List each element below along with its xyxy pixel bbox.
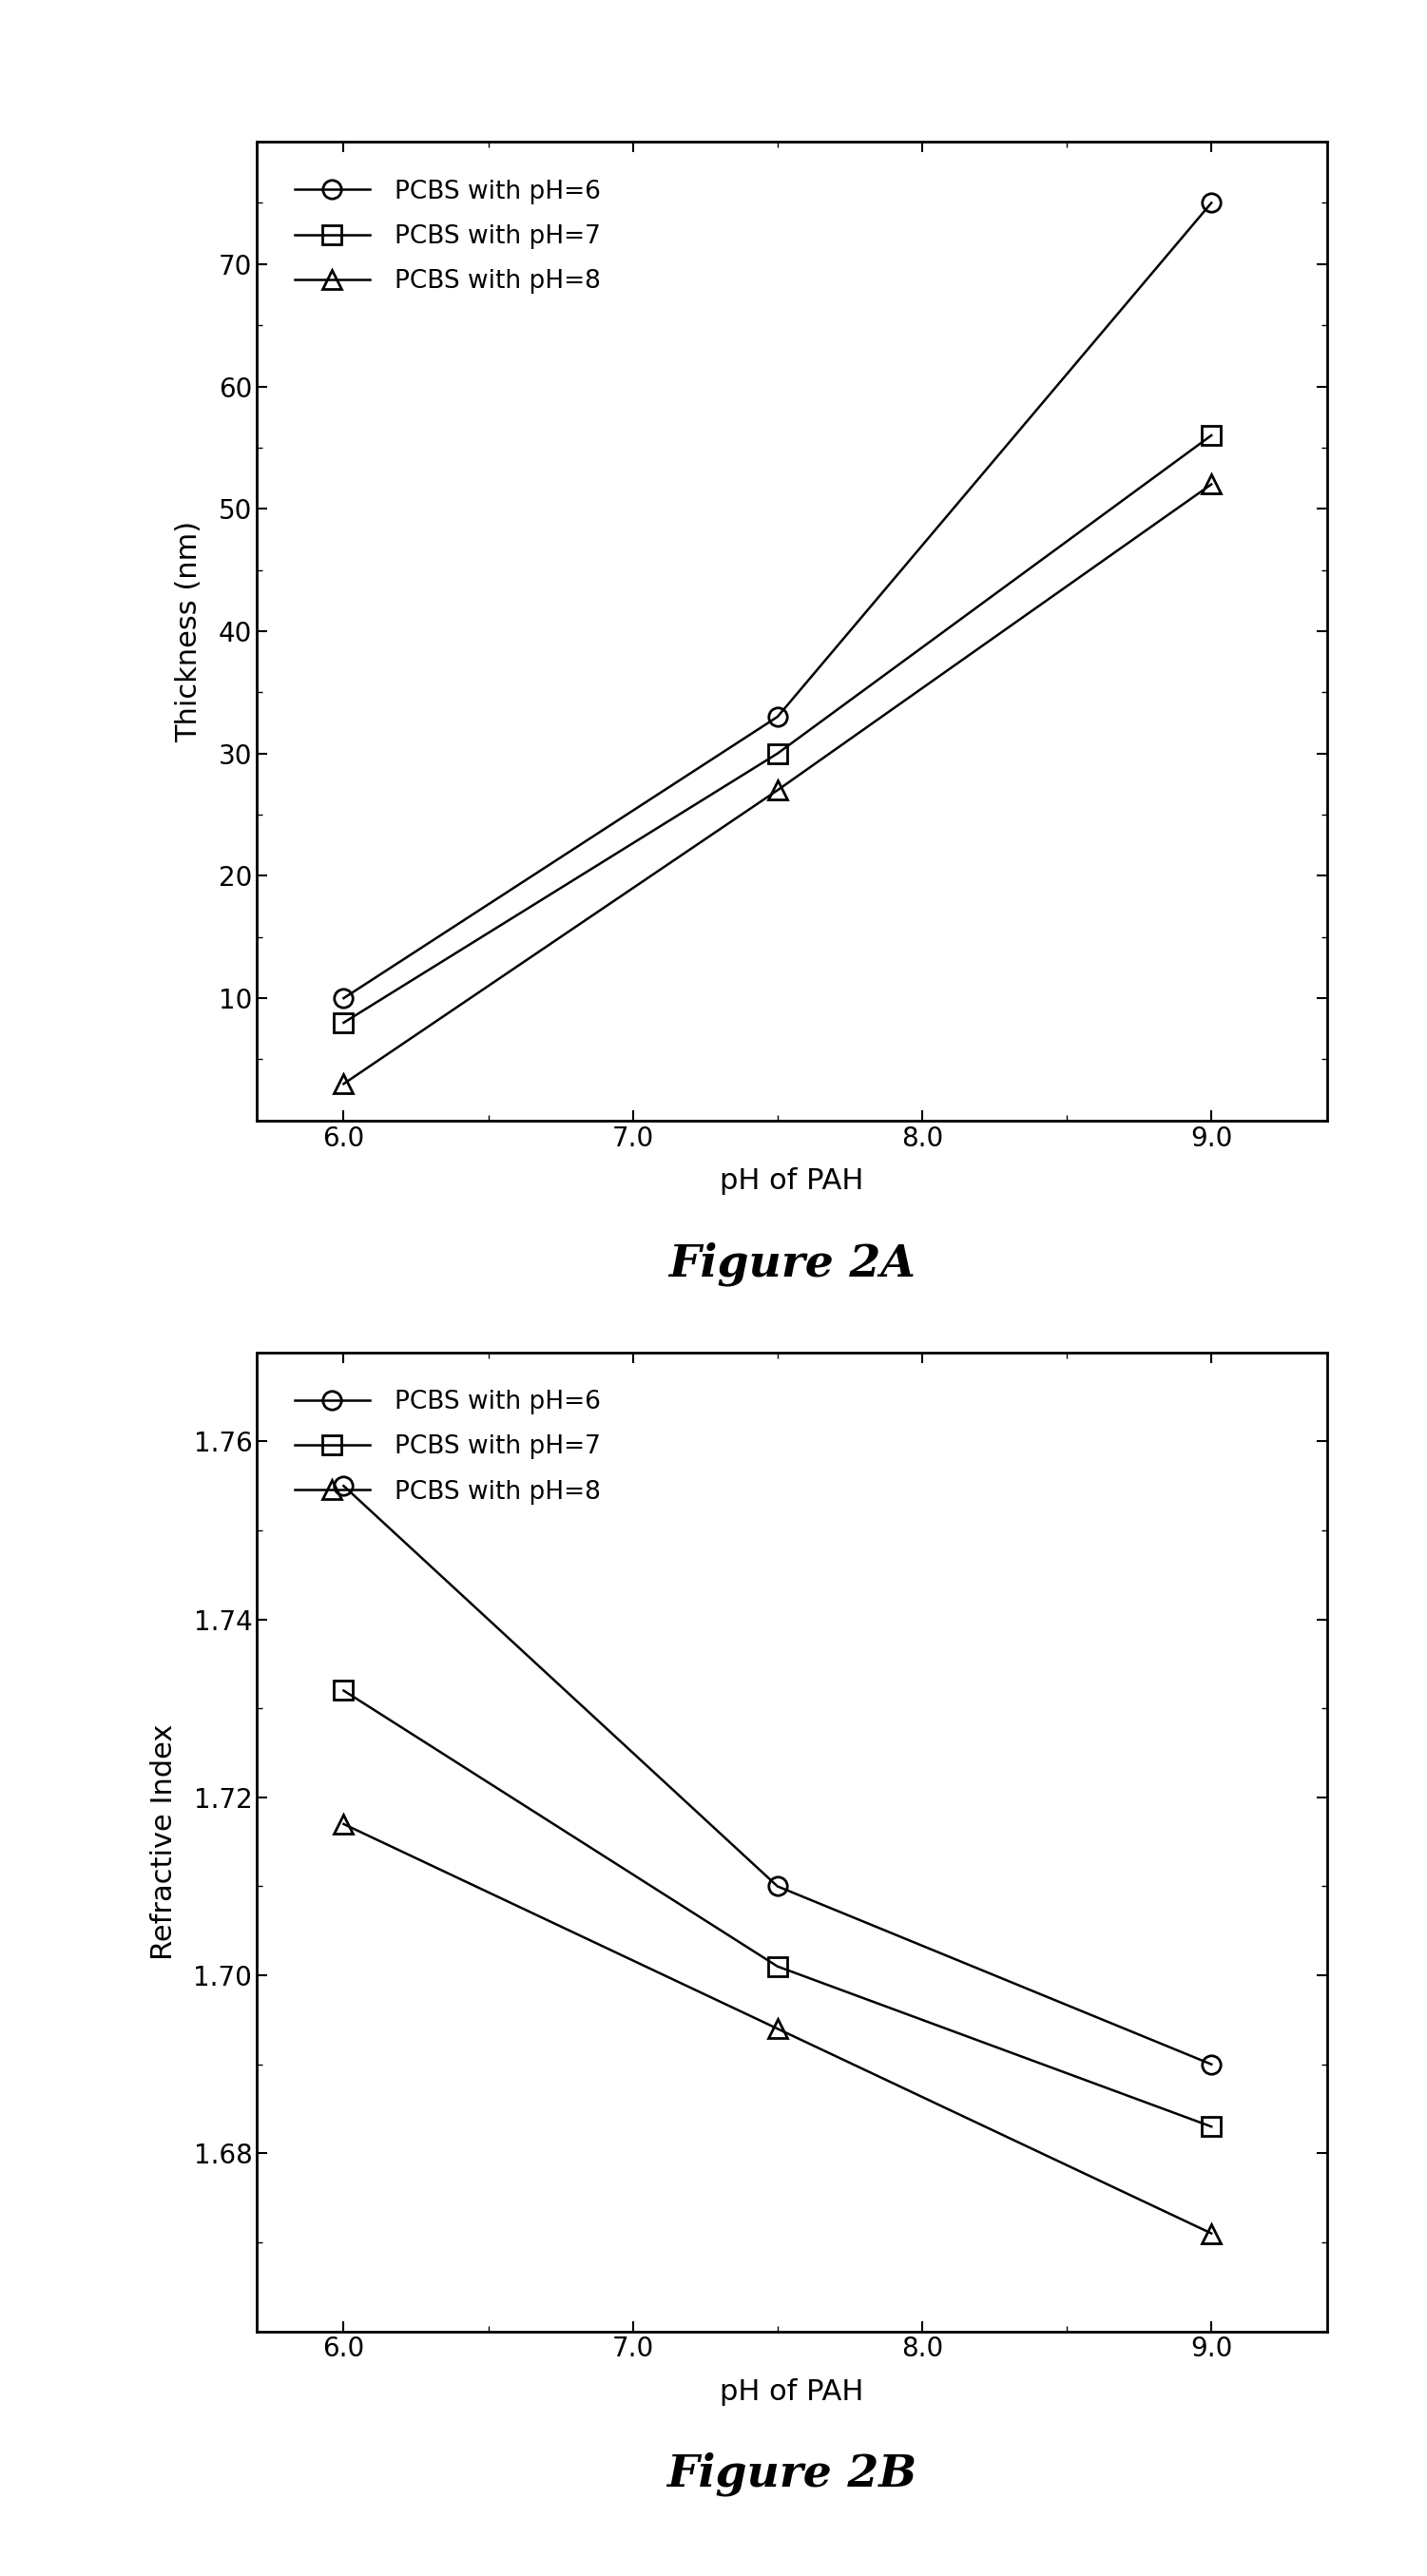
PCBS with pH=6: [335, 984, 352, 1015]
Text: Figure 2B: Figure 2B: [666, 2452, 918, 2496]
PCBS with pH=8: [769, 775, 786, 806]
Text: Figure 2A: Figure 2A: [668, 1242, 916, 1285]
PCBS with pH=7: [769, 1950, 786, 1981]
PCBS with pH=6: [769, 701, 786, 732]
PCBS with pH=7: [335, 1674, 352, 1705]
Line: PCBS with pH=7: PCBS with pH=7: [334, 1682, 1220, 2136]
PCBS with pH=6: [1203, 188, 1220, 219]
X-axis label: pH of PAH: pH of PAH: [721, 2378, 863, 2406]
Line: PCBS with pH=8: PCBS with pH=8: [334, 474, 1220, 1092]
Y-axis label: Thickness (nm): Thickness (nm): [176, 520, 203, 742]
PCBS with pH=6: [769, 1870, 786, 1901]
PCBS with pH=8: [335, 1069, 352, 1100]
PCBS with pH=7: [1203, 420, 1220, 451]
PCBS with pH=7: [335, 1007, 352, 1038]
Y-axis label: Refractive Index: Refractive Index: [150, 1723, 177, 1960]
Line: PCBS with pH=6: PCBS with pH=6: [334, 193, 1220, 1007]
X-axis label: pH of PAH: pH of PAH: [721, 1167, 863, 1195]
PCBS with pH=7: [1203, 2112, 1220, 2143]
PCBS with pH=8: [769, 2014, 786, 2045]
PCBS with pH=6: [335, 1471, 352, 1502]
PCBS with pH=8: [1203, 2218, 1220, 2249]
PCBS with pH=8: [1203, 469, 1220, 500]
PCBS with pH=7: [769, 739, 786, 770]
PCBS with pH=8: [335, 1808, 352, 1839]
Line: PCBS with pH=8: PCBS with pH=8: [334, 1816, 1220, 2244]
Legend: PCBS with pH=6, PCBS with pH=7, PCBS with pH=8: PCBS with pH=6, PCBS with pH=7, PCBS wit…: [270, 1365, 626, 1530]
Line: PCBS with pH=7: PCBS with pH=7: [334, 425, 1220, 1033]
PCBS with pH=6: [1203, 2048, 1220, 2079]
Line: PCBS with pH=6: PCBS with pH=6: [334, 1476, 1220, 2074]
Legend: PCBS with pH=6, PCBS with pH=7, PCBS with pH=8: PCBS with pH=6, PCBS with pH=7, PCBS wit…: [270, 155, 626, 319]
